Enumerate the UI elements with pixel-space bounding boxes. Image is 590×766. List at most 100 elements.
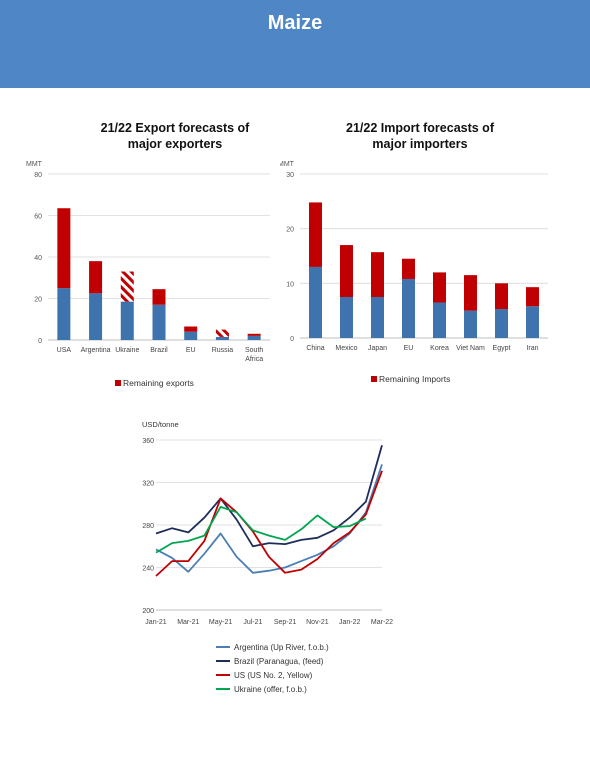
export-x-tick-label: Brazil xyxy=(150,347,168,354)
price-x-tick-label: Nov-21 xyxy=(306,619,329,626)
import-x-tick-label: Japan xyxy=(368,345,387,352)
export-bar-base xyxy=(215,336,229,340)
import-y-tick-label: 30 xyxy=(286,172,294,179)
export-bar-base xyxy=(89,293,103,340)
export-bar-remaining xyxy=(247,333,261,336)
export-y-tick-label: 0 xyxy=(38,338,42,345)
price-x-tick-label: Jan-21 xyxy=(145,619,167,626)
export-chart-title-line-2: major exporters xyxy=(127,137,223,151)
import-bar-remaining xyxy=(371,252,384,297)
import-legend-label: Remaining Imports xyxy=(379,374,451,384)
page-title: Maize xyxy=(267,12,323,34)
import-x-tick-label: Korea xyxy=(430,345,449,352)
price-legend-label: Ukraine (offer, f.o.b.) xyxy=(234,684,307,694)
import-chart-title: 21/22 Import forecasts of major importer… xyxy=(315,120,525,152)
import-bar-remaining xyxy=(309,202,322,267)
import-x-tick-label: Viet Nam xyxy=(456,345,485,352)
export-bar-remaining xyxy=(57,208,71,289)
export-x-tick-label: USA xyxy=(57,347,72,354)
import-x-tick-label: Iran xyxy=(526,345,538,352)
export-y-tick-label: 40 xyxy=(34,255,42,262)
export-chart-title: 21/22 Export forecasts of major exporter… xyxy=(70,120,280,152)
export-x-tick-label: Ukraine xyxy=(115,347,139,354)
export-y-tick-label: 80 xyxy=(34,172,42,179)
price-series-line-0 xyxy=(155,464,383,574)
price-legend: Argentina (Up River, f.o.b.) Brazil (Par… xyxy=(216,640,329,696)
export-legend: Remaining exports xyxy=(115,376,194,390)
price-legend-swatch xyxy=(216,674,230,676)
import-bar-remaining xyxy=(433,272,446,303)
import-bar-remaining xyxy=(402,258,415,279)
export-forecast-chart: 0 20 40 60 80 MMT USA Argentina Ukraine Brazil EU R… xyxy=(26,161,270,363)
import-bar-base xyxy=(464,310,477,338)
price-y-tick-label: 360 xyxy=(142,438,154,445)
price-series-line-2 xyxy=(155,470,383,577)
import-y-tick-label: 20 xyxy=(286,227,294,234)
price-x-tick-label: Mar-21 xyxy=(177,619,199,626)
export-bar-base xyxy=(184,331,198,340)
export-bar-remaining xyxy=(215,329,229,337)
export-x-tick-label: Africa xyxy=(245,356,263,363)
price-x-tick-label: Sep-21 xyxy=(274,619,297,626)
export-legend-label: Remaining exports xyxy=(123,378,194,388)
price-legend-item: Brazil (Paranagua, (feed) xyxy=(216,654,329,668)
export-bar-remaining xyxy=(89,261,103,294)
export-x-tick-label: Argentina xyxy=(81,347,111,354)
price-y-tick-label: 240 xyxy=(142,566,154,573)
import-bar-remaining xyxy=(464,275,477,311)
price-legend-item: Ukraine (offer, f.o.b.) xyxy=(216,682,329,696)
export-bar-remaining xyxy=(184,326,198,332)
import-bar-remaining xyxy=(495,283,508,310)
price-legend-item: Argentina (Up River, f.o.b.) xyxy=(216,640,329,654)
import-x-tick-label: EU xyxy=(404,345,414,352)
export-y-tick-label: 60 xyxy=(34,214,42,221)
export-legend-swatch xyxy=(115,380,121,386)
import-bar-base xyxy=(309,266,322,338)
price-y-tick-label: 320 xyxy=(142,481,154,488)
import-bar-remaining xyxy=(526,287,539,307)
import-bar-base xyxy=(402,278,415,338)
import-bar-base xyxy=(340,297,353,338)
export-x-tick-label: South xyxy=(245,347,263,354)
price-y-tick-label: 280 xyxy=(142,523,154,530)
price-legend-swatch xyxy=(216,660,230,662)
import-bar-remaining xyxy=(340,245,353,297)
export-bar-base xyxy=(247,335,261,340)
price-legend-label: Argentina (Up River, f.o.b.) xyxy=(234,642,329,652)
export-x-tick-label: Russia xyxy=(212,347,234,354)
import-legend-swatch xyxy=(371,376,377,382)
price-x-tick-label: Mar-22 xyxy=(371,619,393,626)
export-y-tick-label: 20 xyxy=(34,297,42,304)
import-chart-title-line-1: 21/22 Import forecasts of xyxy=(346,121,494,135)
export-bar-base xyxy=(152,304,166,340)
price-legend-label: US (US No. 2, Yellow) xyxy=(234,670,313,680)
export-chart-title-line-1: 21/22 Export forecasts of xyxy=(100,121,250,135)
price-x-tick-label: Jul-21 xyxy=(243,619,262,626)
import-bar-base xyxy=(433,302,446,338)
price-y-tick-label: 200 xyxy=(142,608,154,615)
price-x-tick-label: May-21 xyxy=(209,619,232,626)
import-y-tick-label: 10 xyxy=(286,281,294,288)
import-legend: Remaining Imports xyxy=(371,372,450,386)
import-x-tick-label: Mexico xyxy=(335,345,357,352)
price-series-line-1 xyxy=(155,445,383,548)
export-bar-remaining xyxy=(152,289,166,305)
price-legend-label: Brazil (Paranagua, (feed) xyxy=(234,656,324,666)
import-x-tick-label: China xyxy=(306,345,324,352)
price-series-line-3 xyxy=(155,506,367,554)
export-y-axis-label: MMT xyxy=(26,161,43,168)
import-y-axis-label: MMT xyxy=(280,161,295,168)
header-banner xyxy=(0,0,590,88)
price-legend-swatch xyxy=(216,688,230,690)
import-bar-base xyxy=(526,306,539,338)
price-y-axis-label: USD/tonne xyxy=(142,420,179,429)
export-bar-remaining xyxy=(120,271,134,302)
import-x-tick-label: Egypt xyxy=(493,345,511,352)
price-line-chart: 200 240 280 320 360 USD/tonne Jan-21 Mar-21 May-… xyxy=(142,420,393,626)
import-forecast-chart: 0 10 20 30 MMT China Mexico Japan EU Korea Viet Na… xyxy=(280,161,548,352)
export-x-tick-label: EU xyxy=(186,347,196,354)
import-y-tick-label: 0 xyxy=(290,336,294,343)
import-chart-title-line-2: major importers xyxy=(372,137,468,151)
import-bar-base xyxy=(495,309,508,338)
import-bar-base xyxy=(371,297,384,338)
